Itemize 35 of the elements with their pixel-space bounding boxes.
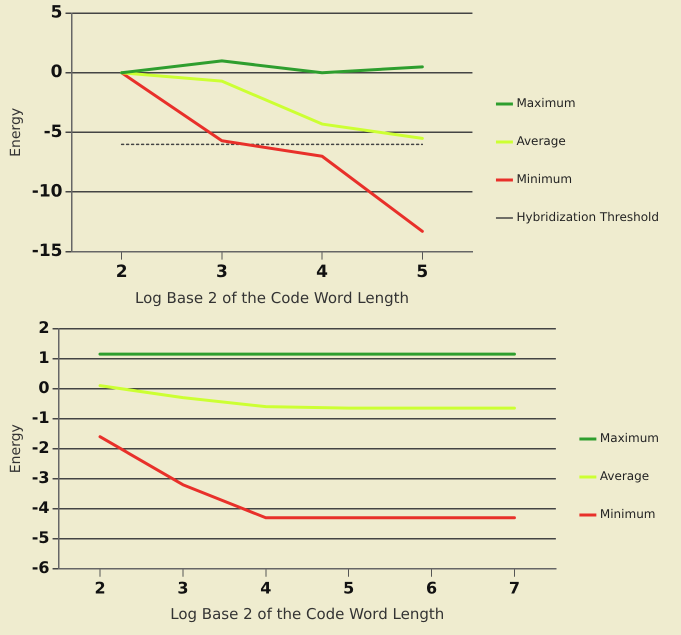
x-tick-label: 6	[426, 578, 438, 598]
y-tick-label: 5	[50, 2, 63, 23]
y-tick-label: -5	[32, 528, 50, 547]
y-tick-label: 0	[38, 378, 50, 397]
y-tick-label: 2	[38, 318, 50, 337]
y-tick-label: -5	[44, 122, 63, 142]
y-tick-label: -10	[32, 181, 63, 202]
legend-label: Maximum	[600, 431, 660, 446]
x-tick-label: 3	[216, 262, 228, 282]
legend-label: Minimum	[516, 172, 572, 186]
x-tick-label: 5	[343, 578, 354, 598]
x-tick-label: 3	[177, 578, 188, 598]
legend-label: Maximum	[516, 96, 576, 110]
y-tick-label: 1	[38, 348, 50, 367]
x-tick-label: 4	[316, 262, 328, 282]
legend-label: Minimum	[600, 507, 656, 522]
y-tick-label: -2	[32, 438, 50, 457]
x-tick-label: 2	[94, 578, 106, 598]
y-tick-label: -4	[32, 498, 50, 517]
x-tick-label: 2	[116, 262, 128, 282]
y-tick-label: -6	[32, 558, 50, 577]
legend-label: Average	[516, 134, 566, 148]
x-tick-label: 4	[260, 578, 272, 598]
y-axis-title: Energy	[8, 108, 24, 157]
x-tick-label: 7	[508, 578, 520, 598]
x-tick-label: 5	[416, 262, 428, 282]
y-tick-label: -3	[32, 468, 50, 487]
legend-label: Hybridization Threshold	[516, 210, 660, 224]
legend-label: Average	[600, 469, 650, 484]
x-axis-title: Log Base 2 of the Code Word Length	[134, 288, 409, 307]
x-axis-title: Log Base 2 of the Code Word Length	[170, 604, 444, 623]
y-axis-title: Energy	[8, 424, 24, 474]
y-tick-label: 0	[50, 62, 63, 82]
y-tick-label: -15	[32, 241, 63, 262]
y-tick-label: -1	[32, 408, 50, 427]
